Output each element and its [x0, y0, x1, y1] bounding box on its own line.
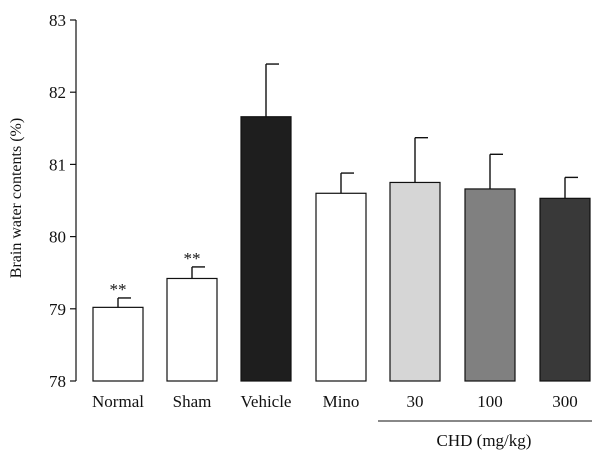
y-tick-label: 80 [49, 228, 66, 247]
category-label: Vehicle [241, 392, 292, 411]
bar [539, 197, 591, 382]
bar [240, 116, 292, 382]
bars: ** ** [92, 63, 591, 382]
category-label: 100 [477, 392, 503, 411]
y-tick-label: 81 [49, 155, 66, 174]
category-label: 300 [552, 392, 578, 411]
bar [464, 188, 516, 382]
category-label: Sham [173, 392, 212, 411]
y-tick-label: 79 [49, 300, 66, 319]
bar [315, 192, 367, 382]
bar [389, 181, 441, 382]
significance-marker: ** [184, 249, 201, 268]
category-label: 30 [407, 392, 424, 411]
bar [166, 277, 218, 382]
axes: 78 79 80 81 82 83 [49, 11, 77, 391]
y-tick-label: 82 [49, 83, 66, 102]
group-label: CHD (mg/kg) [437, 431, 532, 450]
y-tick-label: 78 [49, 372, 66, 391]
category-label: Mino [323, 392, 360, 411]
y-tick-label: 83 [49, 11, 66, 30]
category-label: Normal [92, 392, 144, 411]
y-axis-label: Brain water contents (%) [8, 118, 25, 278]
significance-marker: ** [110, 280, 127, 299]
bar [92, 306, 144, 382]
category-labels: Normal Sham Vehicle Mino 30 100 300 [92, 392, 578, 411]
